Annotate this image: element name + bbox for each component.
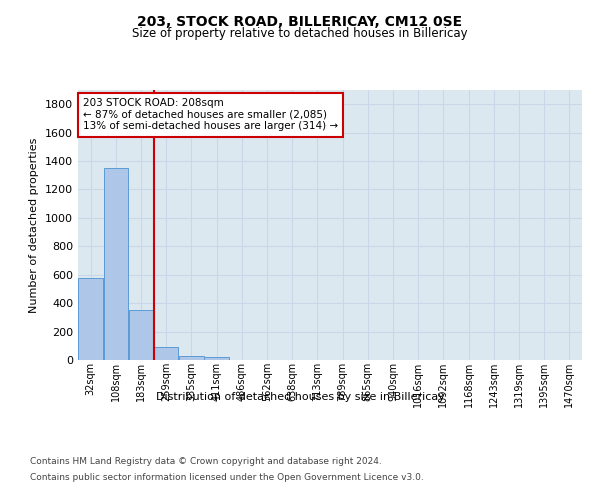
Text: 203, STOCK ROAD, BILLERICAY, CM12 0SE: 203, STOCK ROAD, BILLERICAY, CM12 0SE bbox=[137, 15, 463, 29]
Y-axis label: Number of detached properties: Number of detached properties bbox=[29, 138, 40, 312]
Text: Contains public sector information licensed under the Open Government Licence v3: Contains public sector information licen… bbox=[30, 472, 424, 482]
Bar bbox=[154, 347, 178, 360]
Text: Distribution of detached houses by size in Billericay: Distribution of detached houses by size … bbox=[155, 392, 445, 402]
Text: Contains HM Land Registry data © Crown copyright and database right 2024.: Contains HM Land Registry data © Crown c… bbox=[30, 458, 382, 466]
Bar bbox=[205, 357, 229, 360]
Bar bbox=[79, 278, 103, 360]
Text: Size of property relative to detached houses in Billericay: Size of property relative to detached ho… bbox=[132, 28, 468, 40]
Bar bbox=[104, 168, 128, 360]
Bar bbox=[179, 356, 203, 360]
Text: 203 STOCK ROAD: 208sqm
← 87% of detached houses are smaller (2,085)
13% of semi-: 203 STOCK ROAD: 208sqm ← 87% of detached… bbox=[83, 98, 338, 132]
Bar bbox=[129, 310, 153, 360]
